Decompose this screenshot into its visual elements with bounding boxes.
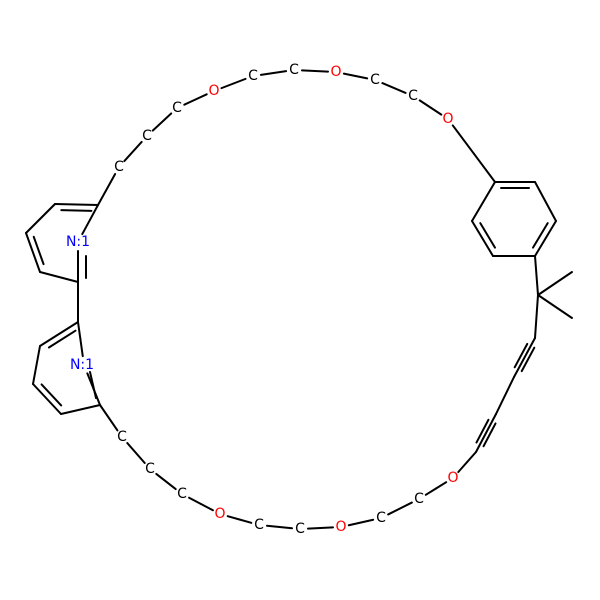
bond-q-methyl2: [537, 294, 573, 319]
bond-a1-a2-r: [520, 346, 536, 373]
bond-o3-b1-b: [472, 152, 496, 183]
atom-label-c2: C: [248, 68, 258, 84]
bond-c4-c5: [381, 82, 407, 94]
bond-o6-c14-b: [424, 487, 437, 496]
bond-py10-py11: [60, 404, 101, 415]
bond-o2-c4-b: [354, 75, 369, 80]
atom-label-o3: O: [442, 111, 453, 127]
bond-q-a1: [534, 294, 539, 339]
atom-label-o4: O: [214, 506, 225, 522]
atom-label-c1: C: [172, 100, 182, 116]
bond-py11-n2-inner: [89, 371, 97, 399]
bond-py2-py3: [25, 203, 56, 234]
bond-o1-c2-a: [220, 82, 235, 90]
bond-c10-c9: [155, 472, 177, 491]
atom-label-o1: O: [208, 83, 219, 99]
bond-b3-b4: [534, 220, 557, 257]
atom-label-c8: C: [117, 429, 127, 445]
bond-a4-o6-a: [466, 451, 477, 464]
bonds: [25, 69, 573, 530]
bond-c11-o4-b: [226, 515, 241, 521]
bond-a3-a4-l: [475, 418, 490, 444]
bond-c2-c3: [259, 70, 288, 76]
bond-py1-py2-inner: [60, 209, 93, 212]
bond-py9-py10: [32, 383, 62, 415]
bond-o5-c12-b: [306, 527, 322, 530]
atom-label-o2: O: [330, 64, 341, 80]
bond-c1-o1-a: [183, 98, 197, 106]
atom-label-c13: C: [376, 510, 386, 526]
bond-py3-py4-inner: [32, 235, 45, 266]
atom-label-n1: N:1: [66, 234, 90, 250]
atom-label-c14: C: [414, 491, 424, 507]
bond-a4-o6-b: [457, 461, 469, 474]
atom-label-o5: O: [335, 519, 346, 535]
bond-o3-b1-a: [451, 124, 475, 155]
bond-c13-o5-a: [360, 518, 375, 524]
bond-py7-py8: [39, 321, 79, 347]
bond-c5-o3-a: [418, 99, 432, 109]
bond-o4-c10-a: [200, 503, 214, 512]
bond-py7-py8-inner: [47, 329, 77, 349]
atom-label-c12: C: [295, 521, 305, 537]
bond-q-methyl1: [537, 271, 573, 296]
bond-c9-c8: [126, 442, 146, 464]
bond-b6-b1: [471, 181, 496, 222]
bond-py7-n2-a: [77, 321, 82, 341]
bond-a2-a3: [495, 376, 515, 415]
bond-py1-n1-a: [89, 204, 99, 221]
bond-py1-py2: [54, 203, 99, 206]
bond-c14-c13: [387, 501, 413, 516]
bond-b2-b3: [534, 181, 557, 222]
bond-py4-py6: [39, 271, 79, 283]
atom-label-c5: C: [408, 88, 418, 104]
bond-o1-c2-b: [232, 77, 247, 85]
bond-py8-py9: [32, 345, 41, 385]
atom-label-c4: C: [370, 72, 380, 88]
atom-label-c7: C: [114, 159, 124, 175]
bond-c11-o4-a: [238, 518, 253, 524]
atom-label-c9: C: [145, 461, 155, 477]
bond-o6-c14-a: [435, 481, 448, 490]
bond-o5-c12-a: [319, 526, 335, 529]
bond-py1-c7: [97, 173, 117, 206]
bond-a1-a2-c: [513, 337, 536, 378]
bond-c6-c1: [151, 112, 173, 132]
atom-labels: C C O C C O C C O C C C O C C O C C O C N:1 N:1: [66, 62, 459, 537]
bond-a3-a4-r: [482, 422, 497, 448]
bond-py3-py4: [25, 232, 41, 273]
bond-c13-o5-b: [347, 521, 362, 527]
atom-label-o6: O: [447, 470, 458, 486]
bond-c12-c11: [265, 524, 294, 530]
bond-c1-o1-b: [194, 93, 208, 101]
bond-b5-b6-inner: [479, 222, 496, 249]
atom-label-c10: C: [177, 486, 187, 502]
bond-c7-c6: [123, 140, 143, 163]
bond-c3-o2-b: [314, 70, 330, 73]
bond-o4-c10-b: [188, 496, 202, 505]
bond-py7-n2-b: [79, 338, 84, 358]
bond-c3-o2-a: [300, 69, 316, 72]
bond-py1-n1-b: [81, 218, 92, 236]
atom-label-n2: N:1: [70, 357, 94, 373]
bond-c5-o3-b: [429, 106, 443, 116]
bond-a1-a2-l: [513, 342, 529, 369]
bond-py9-py10-inner: [40, 383, 63, 407]
atom-label-c11: C: [254, 517, 264, 533]
atom-label-c3: C: [289, 62, 299, 78]
bond-b3-b4-inner: [532, 222, 549, 249]
bond-o2-c4-a: [342, 72, 357, 77]
atom-label-c6: C: [142, 128, 152, 144]
bond-b4-q: [534, 255, 539, 296]
bond-a3-a4-c: [475, 413, 497, 453]
bond-c8-py11: [99, 404, 119, 432]
bond-b5-b6: [471, 220, 494, 257]
